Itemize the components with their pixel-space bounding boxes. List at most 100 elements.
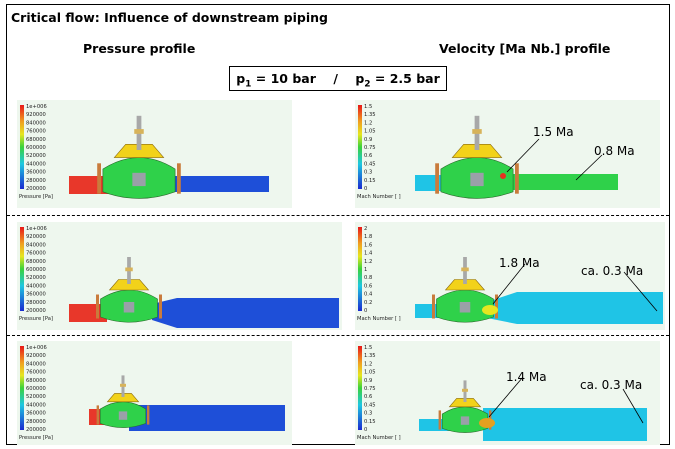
legend-tick-label: 440000 (26, 402, 46, 408)
legend-tick-label: 200000 (26, 186, 46, 192)
outlet-flange (159, 294, 162, 319)
inlet-flange (438, 410, 441, 430)
outlet-pipe (500, 174, 618, 190)
legend-tick-label: 1.8 (364, 234, 372, 240)
legend-tick-label: 0.4 (364, 292, 373, 298)
annotation-leader (575, 154, 603, 181)
legend-title: Pressure [Pa] (19, 194, 53, 200)
stem-collar (461, 267, 469, 272)
legend-title: Pressure [Pa] (19, 316, 53, 322)
legend-tick-label: 1.2 (364, 361, 372, 367)
legend-tick-label: 280000 (26, 178, 46, 184)
shock-spot (482, 305, 498, 315)
legend-tick-label: 0.6 (364, 153, 372, 159)
valve-plug (459, 302, 471, 313)
velocity-panel-1: 1.5 1.35 1.2 1.05 0.9 0.75 0.6 0.45 0.3 0.15 0 Mach… (355, 100, 660, 208)
legend-tick-label: 1.35 (364, 353, 376, 359)
legend-colorbar (20, 346, 24, 430)
valve-plug (460, 416, 470, 425)
outlet-pipe (483, 408, 647, 441)
outlet-pipe (129, 405, 285, 431)
legend-tick-label: 840000 (26, 361, 46, 367)
valve-bonnet (108, 279, 150, 291)
row-divider-2 (7, 335, 669, 336)
legend-tick-label: 1e+006 (26, 345, 47, 351)
legend-tick-label: 360000 (26, 411, 46, 417)
legend-title: Mach Number [ ] (357, 194, 401, 200)
legend-tick-label: 1e+006 (26, 104, 47, 110)
legend-tick-label: 520000 (26, 394, 46, 400)
legend-tick-label: 920000 (26, 353, 46, 359)
legend-tick-label: 0.15 (364, 419, 376, 425)
legend-tick-label: 680000 (26, 137, 46, 143)
inlet-flange (96, 405, 99, 425)
outlet-flange (147, 405, 150, 425)
diffuser-pipe (152, 298, 339, 328)
pressure-panel-2: 1e+006 920000 840000 760000 680000 600000 5200… (17, 222, 342, 330)
row-divider-1 (7, 215, 669, 216)
legend-tick-label: 0 (364, 186, 367, 192)
annotation-leader (623, 271, 658, 312)
legend-tick-label: 1.05 (364, 370, 376, 376)
legend-tick-label: 200000 (26, 427, 46, 433)
legend-tick-label: 0 (364, 308, 367, 314)
stem-collar (472, 129, 482, 134)
stem-collar (120, 383, 126, 387)
stem-collar (462, 388, 468, 392)
conditions-separator: / (333, 71, 338, 86)
legend-tick-label: 200000 (26, 308, 46, 314)
velocity-header: Velocity [Ma Nb.] profile (439, 41, 611, 56)
annotation-leader (506, 138, 540, 173)
legend-tick-label: 280000 (26, 300, 46, 306)
valve-plug (132, 172, 146, 187)
valve-bonnet (113, 144, 165, 158)
legend-tick-label: 680000 (26, 259, 46, 265)
valve-bonnet (448, 398, 482, 408)
legend-tick-label: 1.2 (364, 259, 372, 265)
shock-spot (500, 173, 506, 179)
annotation-leader (622, 388, 644, 424)
legend-colorbar (358, 105, 362, 189)
velocity-panel-3: 1.5 1.35 1.2 1.05 0.9 0.75 0.6 0.45 0.3 0.15 0 Mach… (355, 341, 660, 445)
shock-spot (479, 418, 495, 428)
inlet-flange (97, 163, 101, 194)
legend-tick-label: 0.6 (364, 394, 372, 400)
figure-title: Critical flow: Influence of downstream p… (11, 10, 328, 25)
legend-tick-label: 520000 (26, 275, 46, 281)
inlet-flange (435, 163, 439, 194)
p2-subscript: 2 (364, 79, 371, 90)
legend-tick-label: 440000 (26, 283, 46, 289)
valve-plug (470, 172, 484, 187)
valve-bonnet (106, 393, 140, 403)
legend-tick-label: 840000 (26, 242, 46, 248)
legend-tick-label: 520000 (26, 153, 46, 159)
legend-tick-label: 1 (364, 267, 367, 273)
p2-symbol: p (355, 71, 365, 86)
legend-colorbar (358, 227, 362, 311)
legend-tick-label: 760000 (26, 251, 46, 257)
outlet-pipe (162, 176, 269, 192)
legend-tick-label: 0.2 (364, 300, 372, 306)
legend-tick-label: 680000 (26, 378, 46, 384)
legend-tick-label: 600000 (26, 386, 46, 392)
outlet-flange (515, 163, 519, 194)
legend-colorbar (20, 105, 24, 189)
legend-tick-label: 0 (364, 427, 367, 433)
legend-tick-label: 600000 (26, 267, 46, 273)
annotation-row3-outlet-mach: ca. 0.3 Ma (580, 378, 643, 392)
legend-tick-label: 0.45 (364, 402, 376, 408)
legend-tick-label: 440000 (26, 161, 46, 167)
annotation-row1-outlet-mach: 0.8 Ma (594, 144, 635, 158)
stem-collar (134, 129, 144, 134)
legend-tick-label: 0.6 (364, 283, 372, 289)
legend-tick-label: 600000 (26, 145, 46, 151)
annotation-row2-outlet-mach: ca. 0.3 Ma (581, 264, 644, 278)
pressure-panel-1: 1e+006 920000 840000 760000 680000 600000 5200… (17, 100, 292, 208)
outlet-flange (177, 163, 181, 194)
annotation-row1-max-mach: 1.5 Ma (533, 125, 574, 139)
legend-tick-label: 1.5 (364, 345, 372, 351)
legend-tick-label: 0.15 (364, 178, 376, 184)
legend-tick-label: 0.9 (364, 137, 372, 143)
annotation-row2-max-mach: 1.8 Ma (499, 256, 540, 270)
p1-value: = 10 bar (251, 71, 316, 86)
